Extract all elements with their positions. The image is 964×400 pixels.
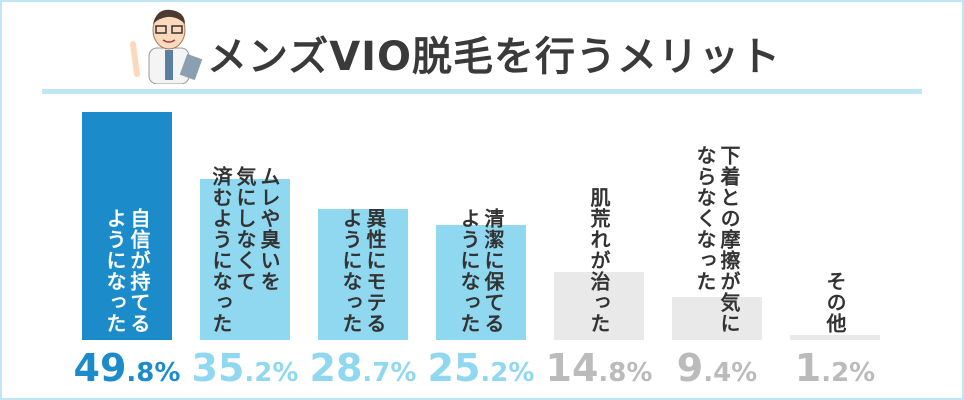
bar — [200, 178, 290, 340]
value-label: 28.7% — [309, 346, 417, 390]
bar — [554, 272, 644, 340]
bar — [790, 334, 880, 340]
category-label: ムレや臭いを 気にしなくて 済むようになった — [209, 166, 281, 334]
doctor-icon — [130, 9, 203, 84]
value-label: 14.8% — [545, 346, 653, 390]
value-label: 9.4% — [676, 346, 758, 390]
bar — [82, 112, 172, 340]
category-label: 肌荒れが治った — [587, 187, 611, 334]
value-label: 1.2% — [794, 346, 876, 390]
value-label: 25.2% — [427, 346, 535, 390]
category-label: 自信が持てる ようになった — [103, 208, 151, 334]
category-label: 異性にモテる ようになった — [339, 208, 387, 334]
chart-title: メンズVIO脱毛を行うメリット — [207, 34, 782, 80]
category-label: 清潔に保てる ようになった — [457, 208, 505, 334]
bar — [672, 296, 762, 340]
bar — [318, 208, 408, 340]
title-rule — [42, 89, 922, 94]
value-label: 49.8% — [73, 346, 181, 390]
category-label: 下着との摩擦が気に ならなくなった — [693, 145, 741, 334]
bar — [436, 224, 526, 340]
value-label: 35.2% — [191, 346, 299, 390]
category-label: その他 — [823, 271, 847, 334]
